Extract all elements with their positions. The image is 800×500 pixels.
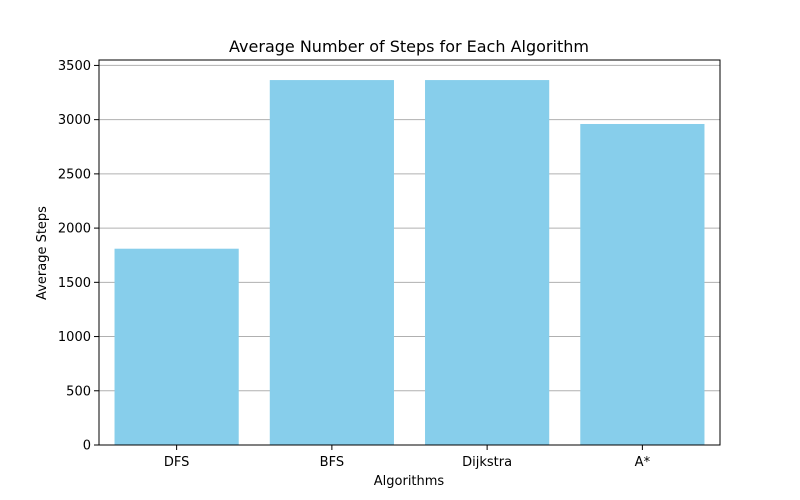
ticks-layer: 0 500 1000 1500 2000 2500 3000 3500 DFS BFS Dijkst… bbox=[58, 59, 651, 470]
x-axis-label: Algorithms bbox=[374, 474, 445, 489]
bar-dfs bbox=[114, 248, 239, 445]
x-tick-label: Dijkstra bbox=[462, 455, 512, 470]
y-axis-label: Average Steps bbox=[35, 206, 50, 300]
y-tick-label: 500 bbox=[66, 384, 91, 399]
x-tick-label: A* bbox=[635, 455, 651, 470]
y-tick-label: 1500 bbox=[58, 276, 91, 291]
axes-layer bbox=[98, 59, 721, 446]
plot-frame bbox=[98, 59, 721, 446]
bars-layer bbox=[114, 80, 705, 446]
y-tick-label: 2000 bbox=[58, 222, 91, 237]
y-tick-label: 0 bbox=[83, 439, 91, 454]
y-tick-label: 2500 bbox=[58, 167, 91, 182]
bar-a bbox=[580, 123, 705, 446]
x-tick-label: BFS bbox=[320, 455, 344, 470]
bar-bfs bbox=[269, 80, 394, 445]
y-tick-label: 3500 bbox=[58, 59, 91, 74]
chart-title: Average Number of Steps for Each Algorit… bbox=[229, 37, 589, 56]
y-tick-label: 1000 bbox=[58, 330, 91, 345]
x-tick-label: DFS bbox=[164, 455, 190, 470]
y-tick-label: 3000 bbox=[58, 113, 91, 128]
bar-dijkstra bbox=[425, 80, 550, 445]
